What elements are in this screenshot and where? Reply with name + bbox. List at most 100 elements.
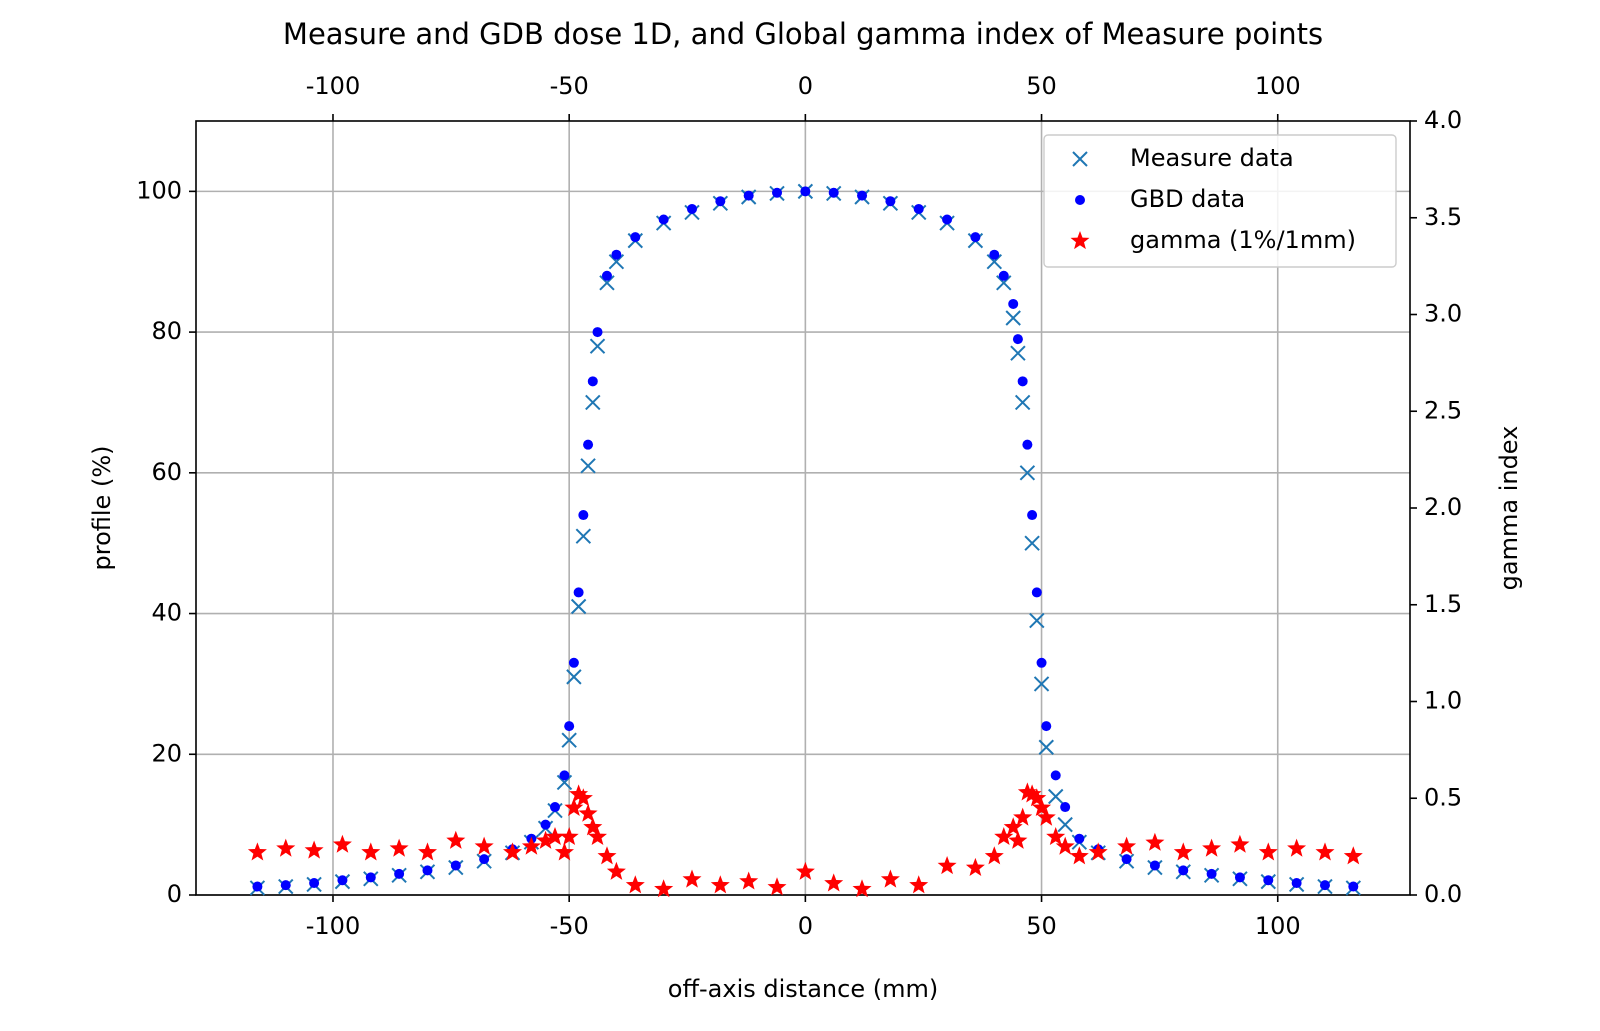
dot-marker bbox=[885, 196, 896, 207]
star-marker bbox=[1173, 842, 1193, 861]
x-marker bbox=[1014, 394, 1031, 411]
dot-marker bbox=[1012, 334, 1023, 345]
dot-marker bbox=[550, 802, 561, 813]
y2-tick-label: 0.0 bbox=[1424, 880, 1462, 908]
star-marker bbox=[1117, 836, 1137, 855]
star-marker bbox=[418, 842, 437, 861]
dot-marker bbox=[715, 196, 726, 207]
dot-marker bbox=[998, 270, 1009, 281]
x-marker bbox=[585, 394, 601, 411]
star-marker bbox=[710, 875, 730, 894]
dot-marker bbox=[1050, 770, 1061, 781]
star-marker bbox=[994, 827, 1014, 845]
legend-marker bbox=[1075, 195, 1085, 205]
dot-marker bbox=[1031, 587, 1042, 598]
dot-marker bbox=[1178, 865, 1189, 876]
star-marker bbox=[332, 834, 352, 853]
dot-marker bbox=[970, 232, 981, 243]
star-marker bbox=[1315, 842, 1335, 861]
dot-marker bbox=[1319, 880, 1330, 891]
x-marker bbox=[986, 254, 1003, 270]
dot-marker bbox=[989, 249, 1000, 260]
dot-marker bbox=[1008, 298, 1019, 309]
star-marker bbox=[880, 869, 900, 888]
x-marker bbox=[608, 254, 625, 270]
legend-marker bbox=[1072, 151, 1088, 167]
star-marker bbox=[559, 827, 579, 845]
star-marker bbox=[1055, 836, 1075, 855]
x-marker bbox=[1033, 676, 1050, 692]
dot-marker bbox=[1036, 657, 1047, 668]
dot-marker bbox=[772, 187, 783, 198]
y2-tick-label: 1.5 bbox=[1424, 590, 1462, 618]
star-marker bbox=[654, 879, 674, 898]
star-marker bbox=[597, 846, 617, 865]
star-marker bbox=[909, 875, 929, 894]
legend-box bbox=[1043, 134, 1397, 268]
star-marker bbox=[446, 830, 466, 849]
star-marker bbox=[304, 840, 324, 859]
dot-marker bbox=[1291, 878, 1302, 889]
y2-tick-label: 0.5 bbox=[1424, 783, 1462, 811]
x2-tick-label: -50 bbox=[550, 72, 589, 100]
x-marker bbox=[589, 338, 606, 354]
star-marker bbox=[1046, 827, 1066, 845]
x-marker bbox=[556, 774, 573, 791]
legend-label: GBD data bbox=[1130, 185, 1245, 213]
dot-marker bbox=[573, 587, 584, 598]
dot-marker bbox=[1017, 376, 1028, 387]
star-marker bbox=[389, 838, 409, 857]
dot-marker bbox=[252, 881, 263, 892]
x-marker bbox=[580, 458, 596, 474]
star-marker bbox=[1258, 842, 1278, 861]
x-tick-label: -100 bbox=[306, 912, 360, 940]
dot-marker bbox=[800, 186, 811, 197]
star-marker bbox=[536, 830, 556, 849]
star-marker bbox=[1088, 842, 1108, 861]
dot-marker bbox=[1041, 721, 1052, 732]
star-marker bbox=[247, 842, 267, 861]
x-marker bbox=[599, 275, 615, 291]
star-marker bbox=[682, 869, 702, 888]
dot-marker bbox=[743, 190, 754, 201]
x-marker bbox=[570, 598, 587, 615]
dot-marker bbox=[592, 327, 603, 338]
x-marker bbox=[1029, 612, 1045, 629]
dot-marker bbox=[658, 214, 669, 225]
dot-marker bbox=[422, 865, 433, 876]
dot-marker bbox=[1027, 510, 1038, 521]
x-tick-label: -50 bbox=[550, 912, 589, 940]
x-marker bbox=[996, 275, 1012, 291]
dot-marker bbox=[337, 875, 348, 886]
star-marker bbox=[583, 817, 603, 836]
y-tick-label: 20 bbox=[151, 739, 182, 767]
x-marker bbox=[575, 528, 592, 544]
y2-tick-label: 3.5 bbox=[1424, 203, 1462, 231]
star-marker bbox=[276, 838, 296, 857]
star-marker bbox=[625, 875, 645, 894]
star-marker bbox=[606, 861, 626, 880]
dot-marker bbox=[1234, 872, 1245, 883]
star-marker bbox=[1003, 817, 1023, 836]
dot-marker bbox=[1022, 439, 1033, 450]
dot-marker bbox=[611, 249, 622, 260]
x-tick-label: 50 bbox=[1026, 912, 1057, 940]
dot-marker bbox=[1074, 833, 1085, 844]
x-marker bbox=[566, 669, 582, 685]
star-marker bbox=[1013, 807, 1033, 826]
star-marker bbox=[554, 842, 574, 861]
star-marker bbox=[573, 788, 593, 807]
dot-marker bbox=[942, 214, 953, 225]
x-tick-label: 0 bbox=[798, 912, 813, 940]
legend-marker bbox=[1070, 231, 1090, 250]
y-tick-label: 100 bbox=[136, 176, 182, 204]
dot-marker bbox=[583, 439, 594, 450]
star-marker bbox=[852, 879, 872, 898]
x-tick-label: 100 bbox=[1255, 912, 1301, 940]
dot-marker bbox=[828, 187, 839, 198]
y2-tick-label: 3.0 bbox=[1424, 300, 1462, 328]
x-marker bbox=[561, 732, 577, 748]
legend-label: gamma (1%/1mm) bbox=[1130, 226, 1356, 254]
star-marker bbox=[545, 827, 565, 845]
